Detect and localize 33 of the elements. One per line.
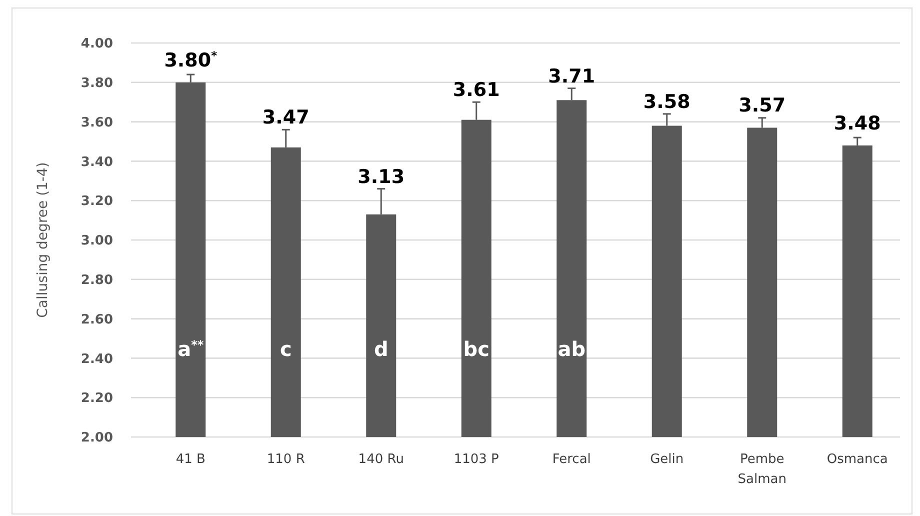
y-axis-title: Callusing degree (1-4) — [35, 162, 51, 318]
data-label: 3.13 — [358, 166, 405, 188]
x-tick-label: Pembe Salman — [738, 452, 786, 487]
y-tick-label: 2.40 — [80, 352, 113, 367]
data-label: 3.57 — [738, 94, 786, 117]
data-label: 3.80$^{*}$ — [164, 48, 218, 72]
y-tick-label: 3.80 — [80, 76, 113, 91]
y-tick-label: 3.40 — [80, 154, 113, 170]
x-tick-label: Gelin — [650, 452, 684, 467]
data-label: 3.61 — [452, 79, 500, 102]
y-tick-label: 3.20 — [80, 194, 113, 210]
data-label: 3.48 — [834, 112, 881, 134]
x-tick-label: Osmanca — [826, 452, 888, 467]
y-tick-label: 4.00 — [80, 36, 113, 52]
y-tick-label: 3.00 — [80, 234, 113, 249]
annotation: c — [280, 337, 292, 361]
annotation: a$^{**}$ — [178, 337, 204, 361]
annotation: ab — [558, 337, 586, 361]
x-tick-label: 140 Ru — [358, 452, 404, 467]
data-label: 3.71 — [548, 65, 596, 88]
annotation: d — [374, 337, 388, 361]
data-label: 3.47 — [262, 106, 310, 129]
x-tick-label: 110 R — [266, 452, 305, 467]
y-tick-label: 2.20 — [80, 391, 113, 406]
y-tick-label: 3.60 — [80, 115, 113, 130]
annotation: bc — [463, 337, 490, 361]
data-label: 3.58 — [643, 90, 690, 113]
y-tick-label: 2.60 — [80, 312, 113, 328]
y-tick-label: 2.80 — [80, 272, 113, 288]
x-tick-label: 1103 P — [454, 452, 500, 467]
x-tick-label: 41 B — [176, 452, 206, 467]
y-tick-label: 2.00 — [80, 430, 113, 446]
x-tick-label: Fercal — [552, 452, 591, 467]
